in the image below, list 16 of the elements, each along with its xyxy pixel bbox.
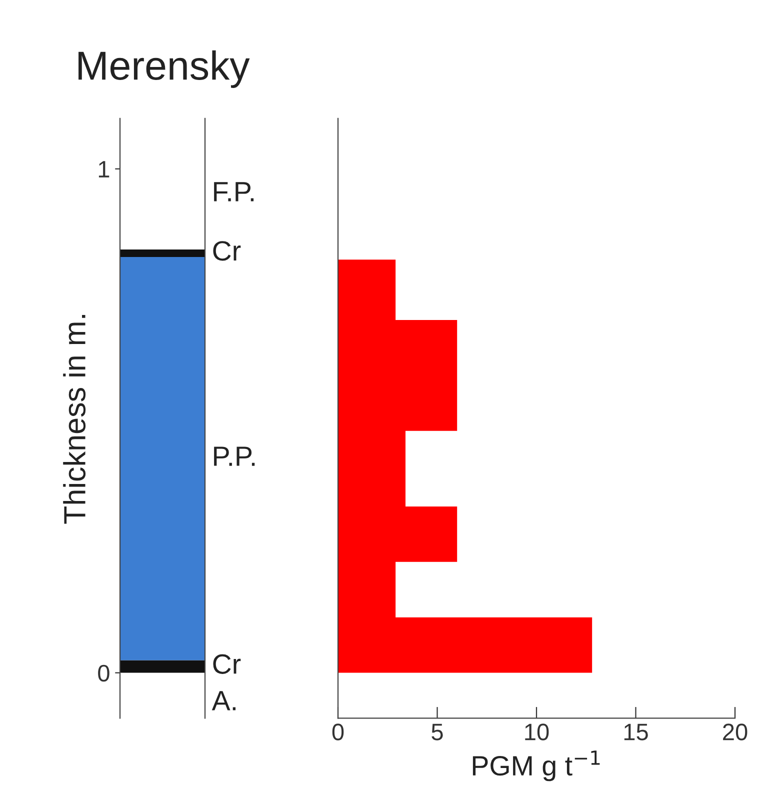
y-tick-label: 1 — [98, 161, 110, 178]
x-tick-label: 20 — [723, 724, 748, 740]
series-label: P.P. — [214, 446, 255, 466]
bar — [120, 250, 205, 258]
series-label: Cr — [213, 654, 241, 674]
y-axis-title: Thickness in m. — [63, 314, 86, 524]
text: F.P. — [214, 182, 254, 202]
bar — [120, 660, 205, 673]
text: A. — [212, 691, 236, 710]
x-tick-label: 10 — [525, 724, 549, 740]
x-tick-label: 5 — [432, 724, 443, 740]
chart-title: Merensky — [78, 50, 250, 88]
x-tick-label: 15 — [624, 724, 648, 740]
x-axis-title: PGM g t$^{−1}$ — [472, 750, 600, 782]
x-tick-label: 0 — [332, 724, 344, 740]
series-label: Cr — [213, 241, 241, 261]
